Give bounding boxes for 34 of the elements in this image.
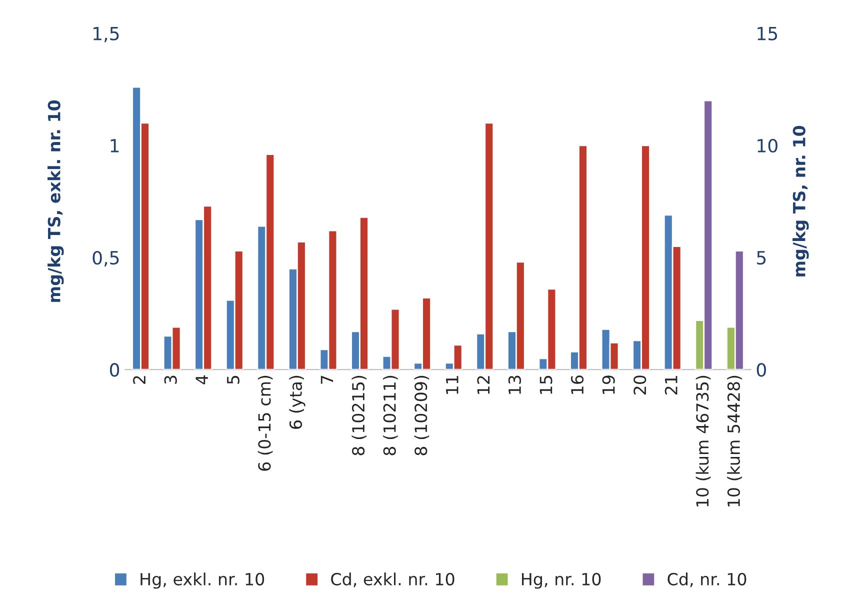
x-tick-label: 15	[540, 376, 552, 394]
y-axis-title: mg/kg TS, exkl. nr. 10	[48, 100, 64, 302]
y-tick-label: 0,5	[92, 250, 119, 266]
x-tick-label: 6 (yta)	[289, 376, 306, 429]
y2-tick-label: 5	[757, 251, 766, 265]
x-tick-label: 8 (10211)	[383, 376, 398, 456]
y2-tick-label: 10	[758, 138, 778, 152]
x-tick-label: 7	[320, 376, 334, 384]
x-tick-label: 20	[634, 376, 646, 394]
x-tick-label: 16	[570, 376, 584, 394]
x-tick-label: 10 (kum 54428)	[727, 376, 742, 506]
x-tick-label: 13	[508, 376, 522, 394]
x-tick-label: 4	[196, 375, 208, 384]
x-tick-label: 19	[602, 376, 615, 394]
legend-label: Hg, nr. 10	[522, 572, 601, 589]
x-tick-label: 2	[133, 376, 146, 384]
x-tick-label: 8 (10209)	[414, 376, 430, 456]
x-tick-label: 11	[446, 376, 458, 394]
x-tick-label: 5	[227, 376, 240, 384]
x-tick-label: 6 (0-15 cm)	[258, 376, 273, 471]
x-tick-label: 21	[664, 376, 678, 394]
legend-label: Hg, exkl. nr. 10	[140, 572, 264, 589]
x-tick-label: 12	[477, 376, 490, 394]
y2-tick-label: 15	[758, 26, 778, 40]
legend-label: Cd, exkl. nr. 10	[331, 572, 454, 588]
y-tick-label: 0	[110, 363, 120, 377]
x-tick-label: 3	[164, 376, 177, 384]
y2-axis-title: mg/kg TS, nr. 10	[792, 126, 809, 276]
legend-label: Cd, nr. 10	[668, 572, 746, 588]
y2-tick-label: 0	[756, 363, 766, 377]
x-tick-label: 10 (kum 46735)	[696, 376, 711, 506]
y-tick-label: 1	[110, 139, 119, 152]
y-tick-label: 1,5	[94, 26, 119, 42]
x-tick-label: 8 (10215)	[352, 376, 367, 456]
